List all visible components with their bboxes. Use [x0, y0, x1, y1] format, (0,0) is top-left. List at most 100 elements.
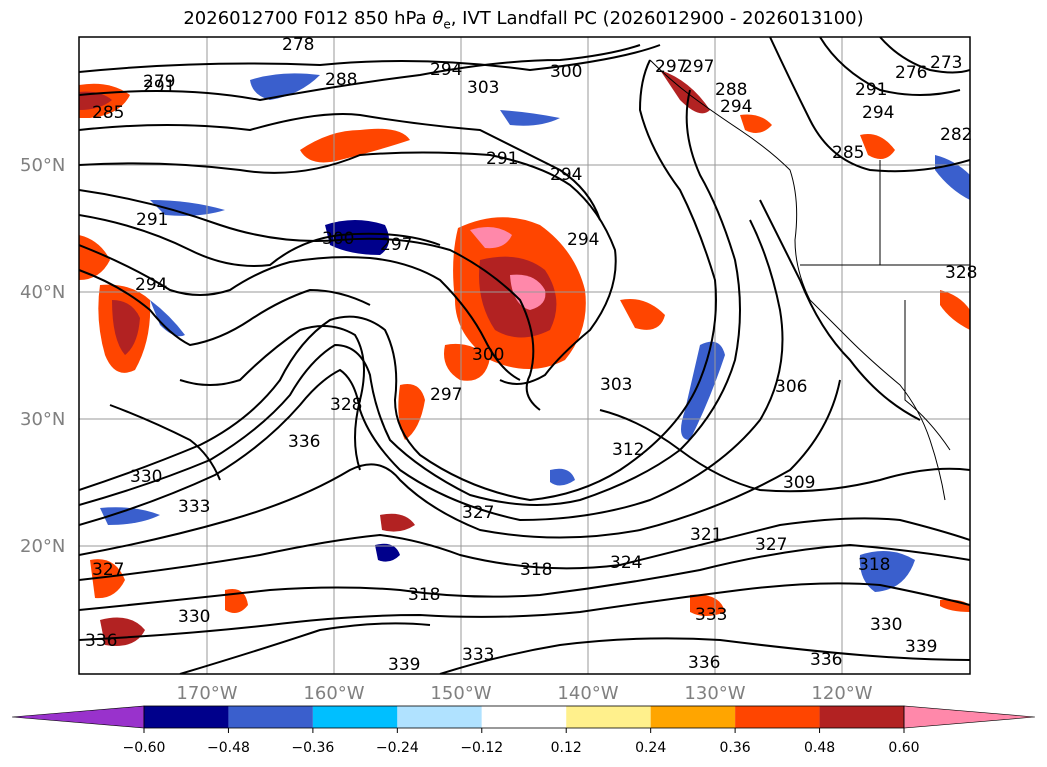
contour-label: 294 [430, 60, 462, 80]
anomaly-blob [150, 300, 185, 337]
contour-labels: 279 285 291 294 303 300 297 291 294 294 … [85, 35, 977, 675]
anomaly-blob [375, 543, 400, 562]
contour-label: 330 [130, 467, 162, 487]
contour-label: 297 [380, 235, 412, 255]
coastlines [649, 59, 970, 501]
anomaly-blob [398, 384, 425, 440]
contour-label: 279 [143, 72, 175, 92]
contour-label: 327 [755, 535, 787, 555]
colorbar-segment [397, 706, 482, 728]
colorbar-tick-label: 0.48 [804, 740, 835, 756]
contour-label: 288 [325, 70, 357, 90]
anomaly-blob [690, 594, 725, 616]
colorbar-tick-label: −0.48 [207, 740, 250, 756]
contour-label: 294 [135, 275, 167, 295]
anomaly-blob [940, 290, 970, 330]
contour-label: 294 [550, 165, 582, 185]
anomaly-blob [79, 235, 110, 280]
contour-label: 291 [143, 77, 175, 97]
colorbar-extend-low [11, 705, 145, 729]
contour-label: 309 [783, 473, 815, 493]
map-frame [78, 36, 971, 675]
colorbar-tick-label: 0.12 [551, 740, 582, 756]
lat-label-30n: 30°N [20, 409, 65, 430]
colorbar-segment [650, 706, 736, 728]
filled-anomalies [79, 70, 970, 646]
lon-label-130w: 130°W [684, 683, 745, 704]
contour-label: 336 [288, 432, 320, 452]
anomaly-blob [112, 300, 140, 355]
anomaly-blob [150, 200, 225, 216]
contour-label: 294 [862, 103, 894, 123]
anomaly-blob [325, 220, 389, 255]
contour-label: 291 [136, 210, 168, 230]
contour-label: 312 [612, 440, 644, 460]
contour-label: 297 [430, 385, 462, 405]
anomaly-blob [550, 468, 575, 486]
contour-label: 339 [905, 637, 937, 657]
contour-label: 294 [567, 230, 599, 250]
colorbar-segment [144, 706, 229, 728]
colorbar-tick-label: −0.24 [376, 740, 419, 756]
lon-label-170w: 170°W [176, 683, 237, 704]
contour-label: 276 [895, 63, 927, 83]
contour-label: 288 [715, 80, 747, 100]
contour-label: 333 [462, 645, 494, 665]
colorbar-frame [143, 705, 905, 729]
colorbar-tick-label: −0.60 [123, 740, 166, 756]
contour-label: 321 [690, 525, 722, 545]
contour-label: 330 [870, 615, 902, 635]
colorbar-segment [566, 706, 651, 728]
lon-label-140w: 140°W [557, 683, 618, 704]
contour-label: 336 [85, 631, 117, 651]
contour-label: 324 [610, 553, 642, 573]
anomaly-blob [300, 128, 410, 163]
contour-label: 278 [282, 35, 314, 55]
contour-label: 318 [408, 585, 440, 605]
lon-label-150w: 150°W [430, 683, 491, 704]
anomaly-blob [620, 299, 665, 330]
colorbar-tick-label: −0.12 [460, 740, 503, 756]
contour-label: 336 [688, 653, 720, 673]
contour-label: 300 [550, 62, 582, 82]
contour-label: 273 [930, 53, 962, 73]
anomaly-blob [444, 343, 490, 381]
lat-label-50n: 50°N [20, 155, 65, 176]
theta-e-contours [79, 37, 970, 674]
map-title: 2026012700 F012 850 hPa θe, IVT Landfall… [183, 8, 864, 32]
colorbar-tick-label: 0.24 [635, 740, 666, 756]
contour-label: 291 [855, 80, 887, 100]
colorbar-segment [735, 706, 820, 728]
contour-label: 327 [462, 503, 494, 523]
contour-label: 294 [720, 97, 752, 117]
colorbar-tick-label: −0.36 [291, 740, 334, 756]
contour-label: 330 [178, 607, 210, 627]
anomaly-blob [860, 134, 895, 159]
anomaly-blob [470, 226, 512, 249]
contour-label: 328 [945, 263, 977, 283]
map-layers [79, 37, 970, 674]
contour-label: 303 [467, 78, 499, 98]
contour-label: 282 [940, 125, 972, 145]
contour-label: 333 [178, 497, 210, 517]
contour-label: 339 [388, 655, 420, 675]
contour-label: 291 [486, 149, 518, 169]
contour-label: 297 [682, 57, 714, 77]
colorbar-segment [481, 706, 567, 728]
contour-label: 300 [322, 229, 354, 249]
anomaly-blob [681, 341, 725, 440]
lon-label-160w: 160°W [303, 683, 364, 704]
gridlines [79, 37, 970, 674]
colorbar-tick-label: 0.36 [720, 740, 751, 756]
contour-label: 297 [655, 57, 687, 77]
contour-label: 300 [472, 345, 504, 365]
contour-label: 318 [520, 560, 552, 580]
colorbar-extend-high [903, 705, 1036, 729]
colorbar: −0.60 −0.48 −0.36 −0.24 −0.12 0.12 0.24 0.36 0.4… [11, 705, 1036, 756]
anomaly-blob [90, 559, 125, 599]
colorbar-segment [312, 706, 398, 728]
contour-label: 303 [600, 375, 632, 395]
colorbar-segment [819, 706, 904, 728]
anomaly-blob [380, 513, 415, 532]
colorbar-segment [228, 706, 313, 728]
